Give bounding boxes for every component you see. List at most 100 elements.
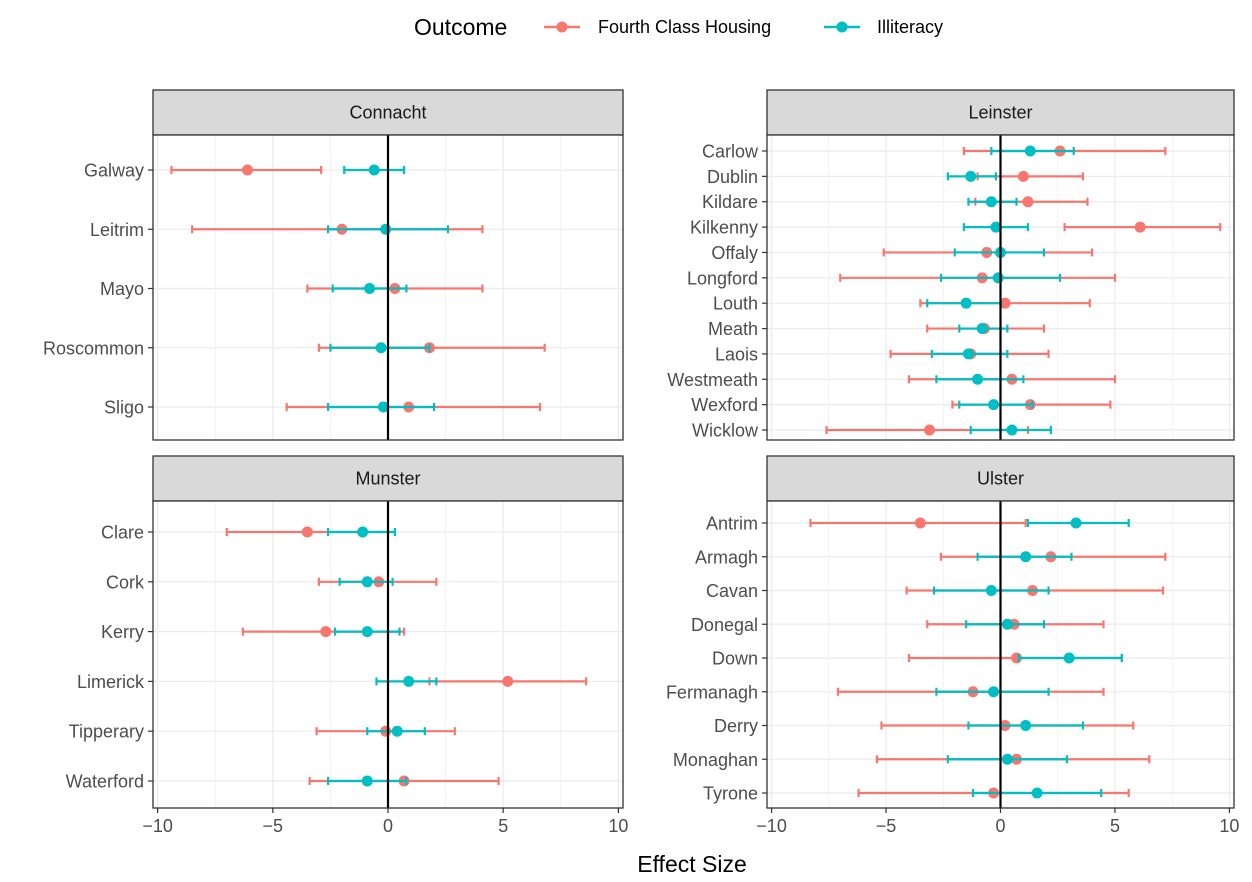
point-louth xyxy=(960,297,972,309)
point-antrim xyxy=(914,517,926,529)
panel-title: Leinster xyxy=(968,103,1032,123)
point-armagh xyxy=(1020,551,1032,563)
point-mayo xyxy=(364,283,376,294)
y-tick-label: Carlow xyxy=(702,142,759,162)
series-illiteracy xyxy=(326,526,438,787)
y-tick-label: Kerry xyxy=(101,622,144,642)
point-wicklow xyxy=(924,424,936,436)
y-tick-label: Leitrim xyxy=(90,220,144,240)
legend-title: Outcome xyxy=(414,14,507,40)
y-tick-label: Waterford xyxy=(66,772,144,792)
y-tick-label: Sligo xyxy=(104,398,144,418)
panel-strip xyxy=(152,455,624,502)
panel-border xyxy=(766,134,1235,441)
point-louth xyxy=(999,297,1011,309)
x-tick-label: 5 xyxy=(1110,816,1120,836)
y-tick-label: Longford xyxy=(687,268,758,288)
x-tick-label: 5 xyxy=(498,816,508,836)
panel-title: Connacht xyxy=(349,103,426,123)
panel-connacht: Connacht Galway Leitrim Mayo Roscommon Sligo xyxy=(43,89,624,441)
point-tipperary xyxy=(391,725,403,737)
y-tick-label: Armagh xyxy=(695,547,758,567)
y-tick-label: Cork xyxy=(106,572,145,592)
point-carlow xyxy=(1024,145,1036,157)
y-tick-label: Kilkenny xyxy=(690,218,758,238)
y-tick-label: Derry xyxy=(714,716,758,736)
point-wicklow xyxy=(1006,424,1018,436)
point-limerick xyxy=(502,675,514,687)
y-tick-label: Westmeath xyxy=(667,370,758,390)
panel-leinster: Leinster Carlow Dublin Kildare Kilkenny Offal… xyxy=(667,89,1235,441)
point-kildare xyxy=(985,196,997,208)
y-tick-label: Wicklow xyxy=(692,421,759,441)
point-down xyxy=(1063,652,1075,664)
series-illiteracy xyxy=(926,145,1075,436)
point-cavan xyxy=(985,585,997,596)
x-tick-label: 0 xyxy=(995,816,1005,836)
point-galway xyxy=(368,164,380,176)
y-tick-label: Wexford xyxy=(691,395,758,415)
y-tick-label: Laois xyxy=(715,344,758,364)
x-tick-label: 10 xyxy=(608,816,628,836)
point-kerry xyxy=(361,626,373,638)
x-tick-label: 0 xyxy=(383,816,393,836)
point-dublin xyxy=(1017,170,1029,182)
y-tick-label: Louth xyxy=(713,294,758,314)
panel-border xyxy=(152,134,624,441)
y-tick-label: Dublin xyxy=(707,167,758,187)
point-kilkenny xyxy=(1134,221,1146,233)
panel-strip xyxy=(766,455,1235,502)
panel-strip xyxy=(152,89,624,136)
series-illiteracy xyxy=(933,517,1130,799)
point-laois xyxy=(962,348,974,360)
y-tick-label: Mayo xyxy=(100,279,144,299)
point-clare xyxy=(357,526,369,538)
point-cork xyxy=(361,576,373,588)
point-westmeath xyxy=(972,373,984,385)
point-longford xyxy=(992,272,1004,284)
x-tick-label: −10 xyxy=(756,816,787,836)
panel-title: Munster xyxy=(355,469,420,489)
panel-title: Ulster xyxy=(977,469,1024,489)
y-tick-label: Meath xyxy=(708,319,758,339)
legend-label-illiteracy: Illiteracy xyxy=(877,17,943,37)
y-tick-label: Tipperary xyxy=(69,722,144,742)
legend-label-fourth-class-housing: Fourth Class Housing xyxy=(598,17,771,37)
y-tick-label: Donegal xyxy=(691,615,758,635)
point-galway xyxy=(241,164,253,176)
y-tick-label: Galway xyxy=(84,161,144,181)
point-wexford xyxy=(988,399,1000,411)
panel-munster: Munster Clare Cork Kerry Limerick Tipperary Wa… xyxy=(66,455,628,836)
y-tick-label: Antrim xyxy=(706,514,758,534)
point-fermanagh xyxy=(988,686,1000,698)
point-monaghan xyxy=(1001,753,1013,765)
x-axis-title: Effect Size xyxy=(637,851,747,877)
y-tick-label: Tyrone xyxy=(703,784,758,804)
y-tick-label: Cavan xyxy=(706,581,758,601)
y-tick-label: Roscommon xyxy=(43,338,144,358)
y-tick-label: Down xyxy=(712,649,758,669)
point-clare xyxy=(301,526,313,538)
point-sligo xyxy=(377,401,389,413)
point-dublin xyxy=(965,170,977,182)
series-illiteracy xyxy=(326,164,450,413)
x-tick-label: −5 xyxy=(876,816,897,836)
point-antrim xyxy=(1070,517,1082,529)
x-tick-label: −5 xyxy=(263,816,284,836)
point-kerry xyxy=(320,626,332,638)
y-tick-label: Offaly xyxy=(711,243,758,263)
legend-key-illiteracy xyxy=(824,21,860,33)
point-kilkenny xyxy=(990,221,1002,233)
panel-ulster: Ulster Antrim Armagh Cavan Donegal Down Ferman… xyxy=(666,455,1239,836)
legend-key-fourth-class-housing xyxy=(544,21,580,33)
point-meath xyxy=(976,323,988,335)
y-tick-label: Clare xyxy=(101,523,144,543)
panel-strip xyxy=(766,89,1235,136)
y-tick-label: Fermanagh xyxy=(666,682,758,702)
x-tick-label: 10 xyxy=(1219,816,1239,836)
x-tick-label: −10 xyxy=(142,816,173,836)
point-tyrone xyxy=(1031,787,1043,799)
point-waterford xyxy=(361,775,373,787)
point-donegal xyxy=(1001,618,1013,630)
